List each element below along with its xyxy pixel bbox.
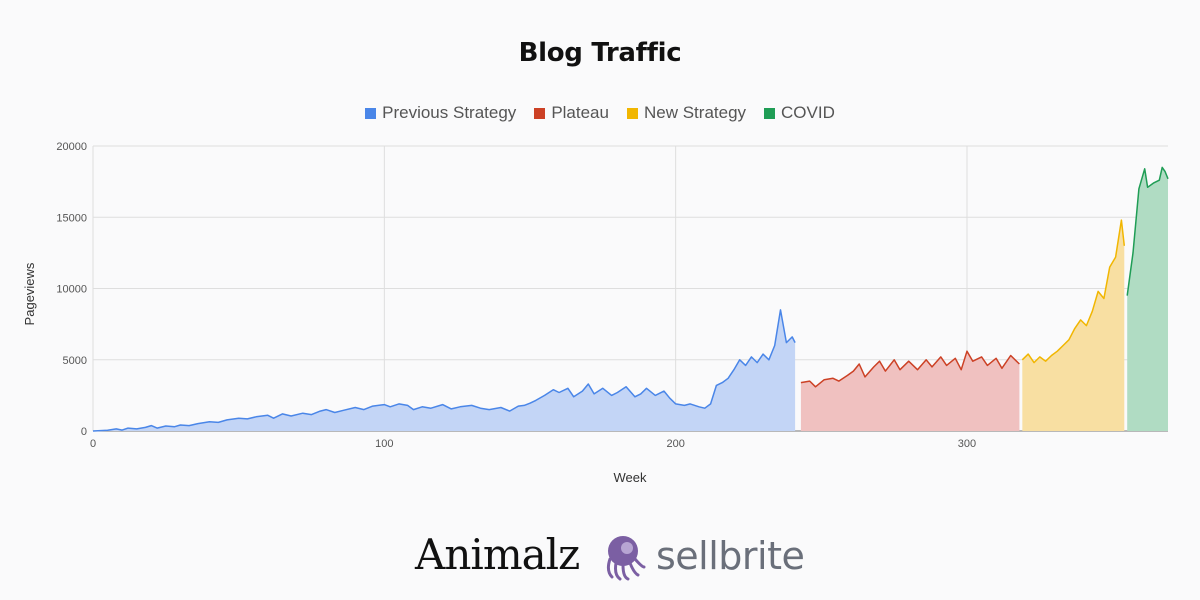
legend-swatch xyxy=(365,107,377,119)
sellbrite-octopus-icon xyxy=(606,536,646,581)
y-tick-label: 15000 xyxy=(56,212,87,224)
legend-item-previous-strategy[interactable]: Previous Strategy xyxy=(365,103,516,123)
chart-series xyxy=(92,166,1169,432)
legend-label: COVID xyxy=(781,103,835,122)
y-tick-label: 20000 xyxy=(56,141,87,153)
series-area xyxy=(1022,220,1125,431)
legend-item-new-strategy[interactable]: New Strategy xyxy=(626,103,747,123)
chart-plot-area: 0 5000 10000 15000 20000 0 100 200 300 Week Page… xyxy=(22,141,1169,485)
y-tick-label: 10000 xyxy=(56,284,87,296)
legend-item-plateau[interactable]: Plateau xyxy=(534,103,609,123)
y-axis-label: Pageviews xyxy=(22,262,37,325)
chart-legend: Previous Strategy Plateau New Strategy C… xyxy=(0,103,1200,123)
animalz-logo: Animalz xyxy=(415,530,580,579)
series-area xyxy=(1127,167,1168,431)
chart-axes: 0 5000 10000 15000 20000 0 100 200 300 xyxy=(56,141,976,450)
x-tick-label: 300 xyxy=(958,438,976,450)
x-tick-label: 100 xyxy=(375,438,393,450)
legend-label: Plateau xyxy=(551,103,609,122)
series-area xyxy=(93,309,796,431)
y-tick-label: 0 xyxy=(81,426,87,438)
legend-swatch xyxy=(626,107,638,119)
legend-item-covid[interactable]: COVID xyxy=(764,103,835,123)
sellbrite-wordmark: sellbrite xyxy=(656,534,805,578)
series-line xyxy=(92,309,796,432)
legend-swatch xyxy=(534,107,546,119)
logo-bar: Animalz sellbrite xyxy=(0,528,1200,588)
x-axis-label: Week xyxy=(614,470,647,485)
series-line xyxy=(800,350,1020,388)
chart-title: Blog Traffic xyxy=(518,38,682,68)
legend-swatch xyxy=(764,107,776,119)
sellbrite-logo: sellbrite xyxy=(598,528,805,584)
legend-label: Previous Strategy xyxy=(382,103,517,122)
series-line xyxy=(1021,219,1126,364)
legend-label: New Strategy xyxy=(643,103,747,122)
x-tick-label: 200 xyxy=(666,438,684,450)
series-line xyxy=(1126,166,1169,296)
x-tick-label: 0 xyxy=(90,438,96,450)
series-area xyxy=(800,351,1020,431)
y-tick-label: 5000 xyxy=(63,355,87,367)
